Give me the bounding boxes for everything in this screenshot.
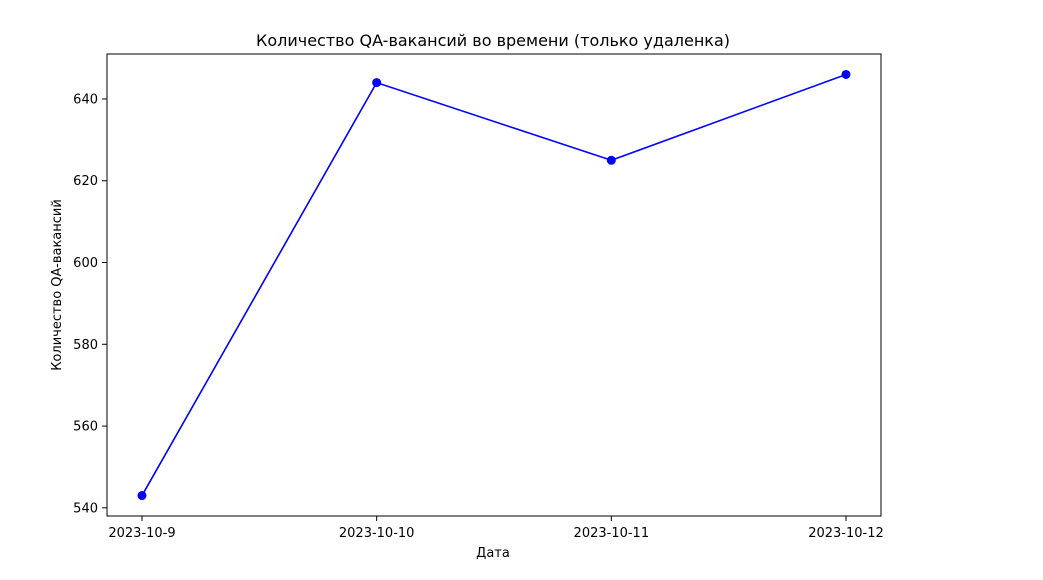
y-tick-label: 640 <box>73 92 98 107</box>
y-tick-label: 560 <box>73 420 98 435</box>
series <box>137 69 851 501</box>
data-point <box>137 491 147 501</box>
y-axis-label: Количество QA-вакансий <box>50 199 65 371</box>
plot-area-frame <box>106 53 882 517</box>
x-axis-label: Дата <box>476 546 510 561</box>
x-tick-label: 2023-10-9 <box>108 526 175 541</box>
y-tick-label: 600 <box>73 256 98 271</box>
data-point <box>841 69 851 79</box>
y-tick-label: 540 <box>73 501 98 516</box>
x-tick-label: 2023-10-12 <box>808 526 884 541</box>
x-tick-label: 2023-10-11 <box>574 526 650 541</box>
y-axis: 540 560 580 600 620 640 <box>73 92 107 516</box>
x-tick-label: 2023-10-10 <box>339 526 415 541</box>
data-point <box>606 155 616 165</box>
chart-title: Количество QA-вакансий во времени (тольк… <box>256 31 730 50</box>
y-tick-label: 580 <box>73 338 98 353</box>
series-line <box>141 73 847 496</box>
data-point <box>372 78 382 88</box>
x-axis: 2023-10-9 2023-10-10 2023-10-11 2023-10-12 <box>108 516 884 541</box>
y-tick-label: 620 <box>73 174 98 189</box>
